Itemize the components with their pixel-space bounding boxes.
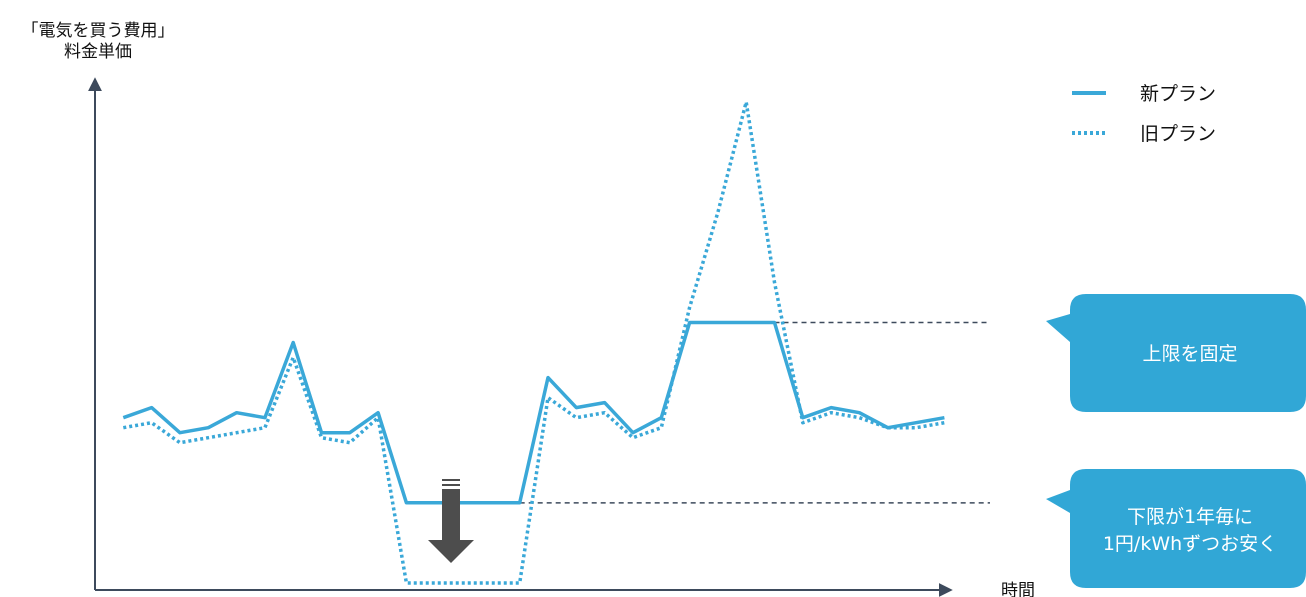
x-axis-title: 時間 [1001, 581, 1035, 597]
y-axis-title: 「電気を買う費用」 料金単価 [22, 21, 175, 62]
reference-lines [519, 321, 990, 504]
callout-floor-text-line-2: 1円/kWhずつお安く [1103, 533, 1277, 555]
y-axis-title-line-2: 料金単価 [64, 42, 132, 62]
callout-cap-bubble [1046, 294, 1306, 412]
callout-floor-text-line-1: 下限が1年毎に [1127, 506, 1253, 528]
callout-floor: 下限が1年毎に 1円/kWhずつお安く [1046, 469, 1306, 588]
callout-floor-bubble [1046, 469, 1306, 588]
old-plan-line [122, 100, 945, 585]
legend: 新プラン 旧プラン [1072, 83, 1216, 145]
new-plan-line [122, 320, 945, 505]
down-arrow-icon [428, 479, 474, 563]
callout-cap: 上限を固定 [1046, 294, 1306, 412]
legend-new-plan-label: 新プラン [1140, 83, 1216, 105]
legend-old-plan-label: 旧プラン [1140, 123, 1216, 145]
y-axis-title-line-1: 「電気を買う費用」 [22, 21, 175, 41]
callout-cap-text: 上限を固定 [1142, 343, 1237, 365]
